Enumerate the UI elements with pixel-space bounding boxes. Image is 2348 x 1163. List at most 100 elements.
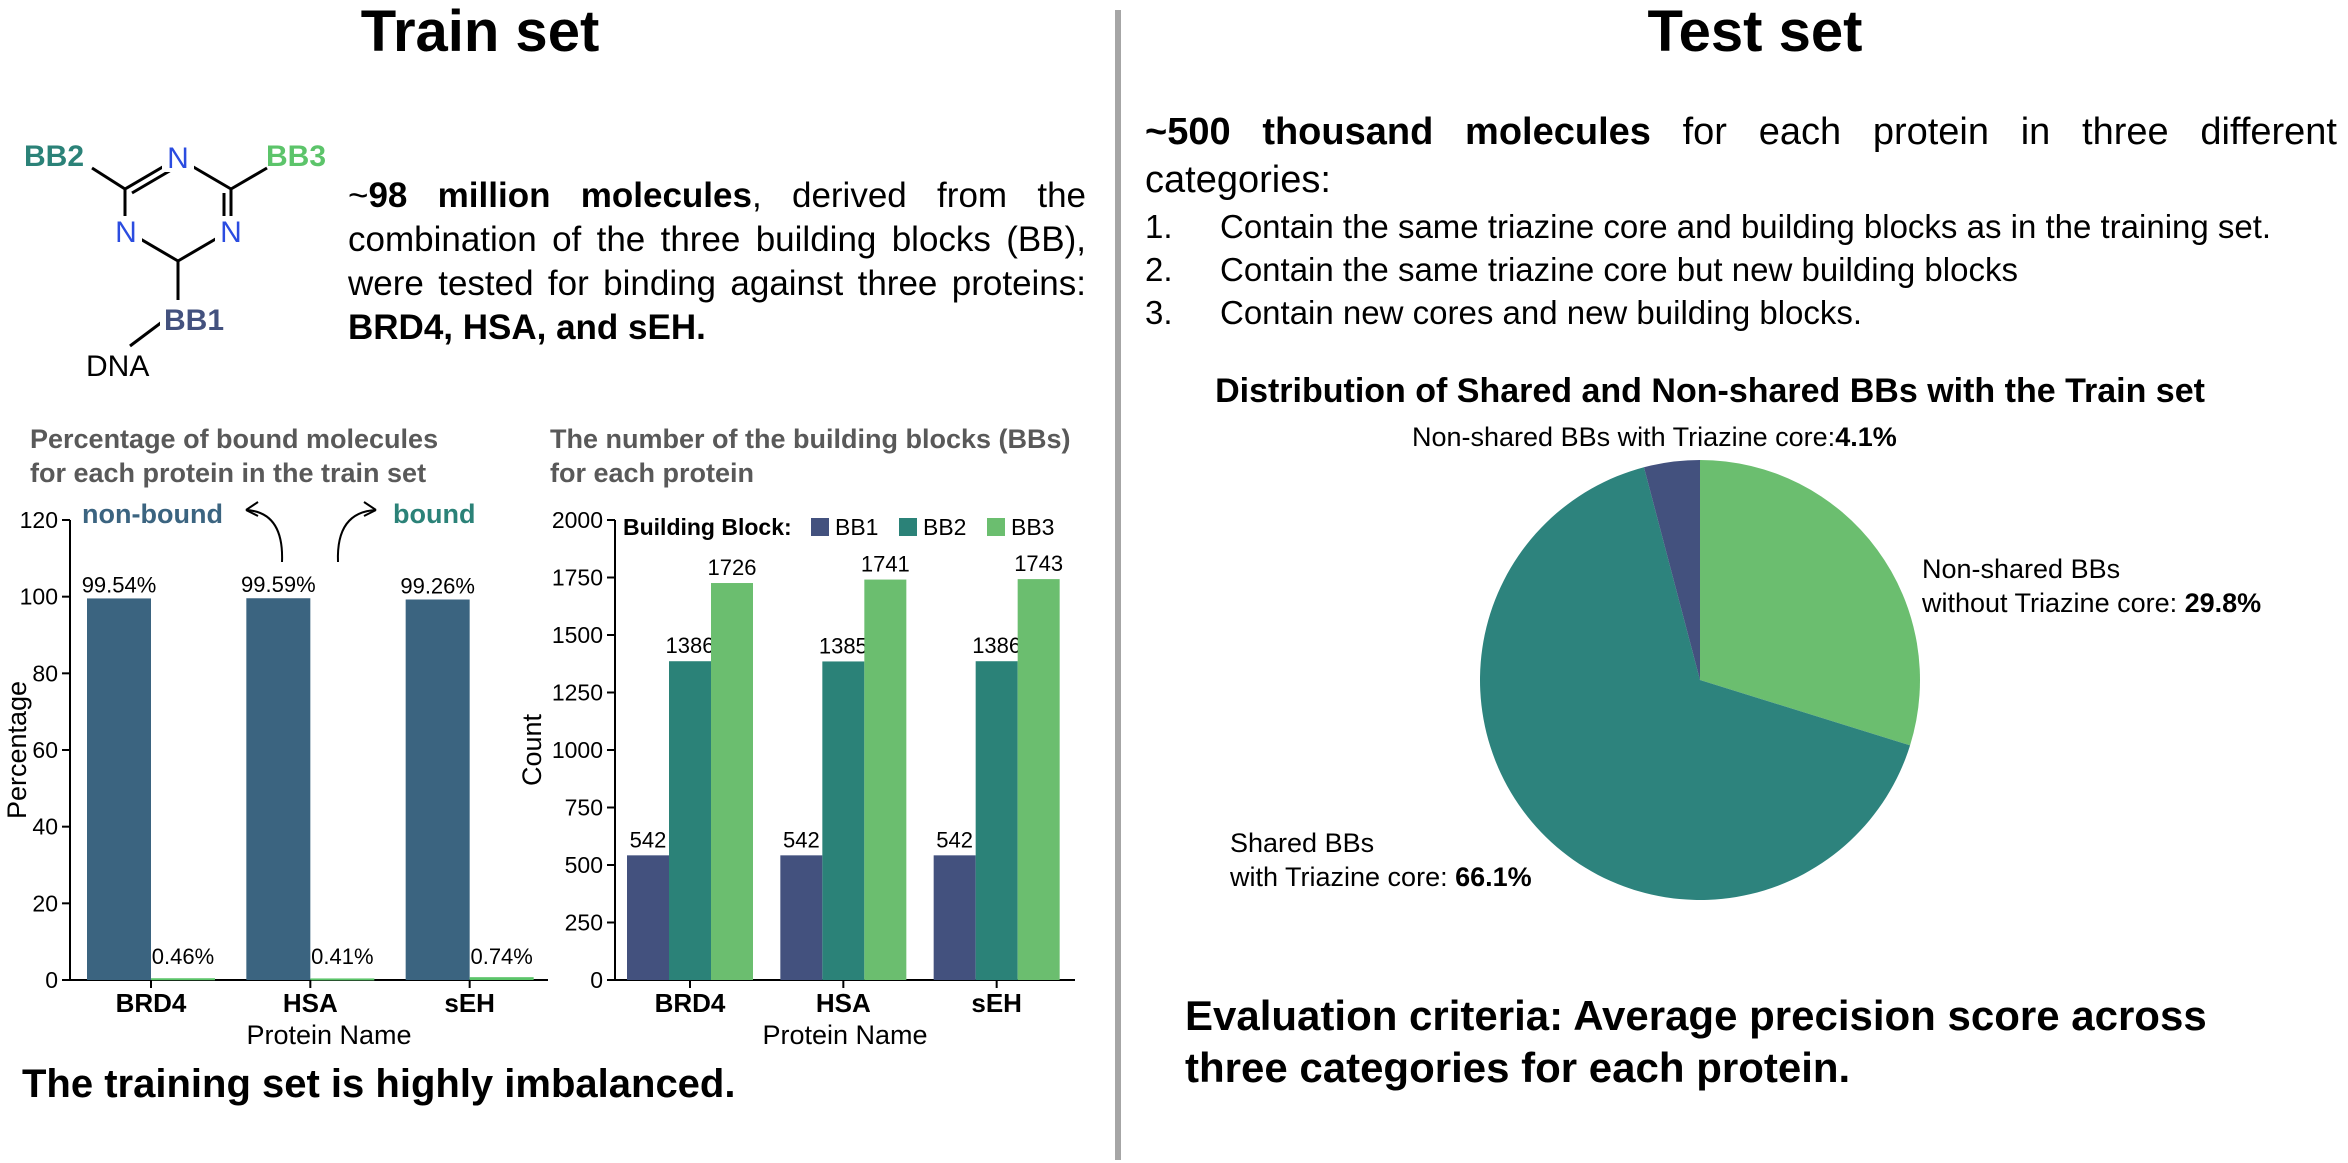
legend-swatch-bb3 — [987, 518, 1005, 536]
legend-title: Building Block: — [623, 514, 792, 540]
data-label: 0.41% — [311, 944, 373, 969]
y-tick-label: 0 — [45, 967, 58, 993]
data-label: 1386 — [666, 633, 715, 658]
y-tick-label: 40 — [32, 814, 58, 840]
bar-bb3 — [864, 579, 907, 980]
bar-bb2 — [822, 661, 865, 980]
train-desc-body: , derived from the combination of the th… — [348, 176, 1087, 303]
pie-slice — [1643, 460, 1700, 680]
bar-bb2 — [669, 661, 711, 980]
data-label: 99.59% — [241, 572, 316, 597]
list-item-text: Contain the same triazine core and build… — [1220, 208, 2272, 245]
x-tick-label: BRD4 — [116, 988, 187, 1018]
annotation-bound: bound — [393, 499, 475, 529]
panel-divider — [1115, 10, 1121, 1160]
dna-label: DNA — [86, 350, 149, 383]
y-tick-label: 80 — [32, 660, 58, 686]
chart1-subtitle-line1: Percentage of bound molecules — [30, 424, 439, 454]
test-desc-count: ~500 thousand molecules — [1145, 111, 1651, 153]
chart2-subtitle-line2: for each protein — [550, 458, 755, 488]
legend-label-bb1: BB1 — [835, 514, 878, 540]
y-tick-label: 120 — [20, 507, 58, 533]
y-tick-label: 100 — [20, 584, 58, 610]
data-label: 1386 — [972, 633, 1021, 658]
data-label: 542 — [936, 827, 973, 852]
y-tick-label: 0 — [590, 967, 603, 993]
y-tick-label: 2000 — [552, 507, 603, 533]
pie-label-value: 4.1% — [1835, 422, 1897, 452]
data-label: 99.26% — [400, 574, 475, 599]
bar-bb2 — [975, 661, 1018, 980]
list-item-text: Contain new cores and new building block… — [1220, 294, 1863, 331]
bar-bound — [151, 978, 215, 981]
legend-swatch-bb1 — [811, 518, 829, 536]
y-tick-label: 750 — [565, 795, 603, 821]
bar-bb1 — [780, 855, 823, 980]
y-tick-label: 60 — [32, 737, 58, 763]
y-tick-label: 1000 — [552, 737, 603, 763]
x-tick-label: HSA — [816, 988, 871, 1018]
evaluation-criteria: Evaluation criteria: Average precision s… — [1185, 990, 2335, 1094]
test-set-title: Test set — [1647, 0, 1863, 64]
annotation-arrow-left — [245, 509, 284, 563]
evaluation-line2: three categories for each protein. — [1185, 1044, 1851, 1091]
data-label: 0.46% — [152, 944, 214, 969]
bar-bound — [469, 977, 534, 980]
atom-n-right: N — [220, 216, 242, 249]
annotation-non-bound: non-bound — [82, 499, 223, 529]
legend-label-bb3: BB3 — [1011, 514, 1054, 540]
bar-bb3 — [1017, 579, 1060, 980]
atom-n-top: N — [167, 142, 189, 175]
pie-label-nonshared-without-core: Non-shared BBs without Triazine core: 29… — [1922, 552, 2261, 620]
train-description: ~98 million molecules, derived from the … — [348, 174, 1086, 350]
chart1-subtitle: Percentage of bound molecules for each p… — [30, 422, 550, 490]
train-desc-count: 98 million molecules — [368, 176, 752, 215]
y-tick-label: 1750 — [552, 565, 603, 591]
bar-bound — [310, 978, 375, 981]
x-tick-label: BRD4 — [655, 988, 726, 1018]
y-axis-label: Count — [517, 713, 547, 786]
y-tick-label: 1500 — [552, 622, 603, 648]
y-axis-label: Percentage — [2, 681, 32, 819]
pie-label-text: Shared BBs — [1230, 828, 1375, 858]
bar-non-bound — [87, 598, 151, 980]
pie-label-text: Non-shared BBs with Triazine core: — [1412, 422, 1836, 452]
imbalanced-note: The training set is highly imbalanced. — [22, 1062, 736, 1106]
list-item: 2. Contain the same triazine core but new… — [1145, 248, 2345, 291]
x-tick-label: HSA — [283, 988, 338, 1018]
pie-label-nonshared-with-core: Non-shared BBs with Triazine core:4.1% — [1412, 420, 1897, 454]
pie-label-value: 66.1% — [1455, 862, 1532, 892]
list-item-number: 2. — [1145, 251, 1173, 288]
bar-non-bound — [246, 598, 311, 980]
triazine-structure: N N N BB2 BB3 BB1 DNA — [24, 140, 326, 383]
x-tick-label: sEH — [971, 988, 1022, 1018]
bar-bb1 — [627, 855, 669, 980]
train-desc-proteins: BRD4, HSA, and sEH. — [348, 308, 706, 347]
data-label: 1726 — [708, 555, 757, 580]
pie-label-text: Non-shared BBs — [1922, 554, 2121, 584]
pie-slice — [1700, 460, 1920, 746]
bb2-label: BB2 — [24, 140, 84, 173]
x-axis-label: Protein Name — [762, 1020, 927, 1050]
test-category-list: 1. Contain the same triazine core and bui… — [1145, 205, 2345, 334]
building-blocks-bar-chart: 0 250 500 750 1000 1250 1500 1750 2000 542 1386 172… — [517, 507, 1075, 1050]
train-set-title: Train set — [360, 0, 600, 64]
legend-swatch-bb2 — [899, 518, 917, 536]
pie-slice — [1480, 467, 1911, 900]
annotation-arrow-right — [336, 509, 377, 563]
bb3-label: BB3 — [266, 140, 326, 173]
x-axis-label: Protein Name — [246, 1020, 411, 1050]
evaluation-line1: Evaluation criteria: Average precision s… — [1185, 992, 2207, 1039]
y-tick-label: 20 — [32, 890, 58, 916]
data-label: 1743 — [1014, 551, 1063, 576]
atom-n-left: N — [115, 216, 137, 249]
chart1-subtitle-line2: for each protein in the train set — [30, 458, 427, 488]
bar-bb3 — [711, 583, 753, 980]
pie-label-shared-with-core: Shared BBs with Triazine core: 66.1% — [1230, 826, 1532, 894]
chart2-subtitle: The number of the building blocks (BBs) … — [550, 422, 1120, 490]
annotation-arrow-right-head — [363, 501, 377, 517]
y-tick-label: 1250 — [552, 680, 603, 706]
y-tick-label: 500 — [565, 852, 603, 878]
data-label: 1741 — [861, 552, 910, 577]
data-label: 542 — [783, 827, 820, 852]
